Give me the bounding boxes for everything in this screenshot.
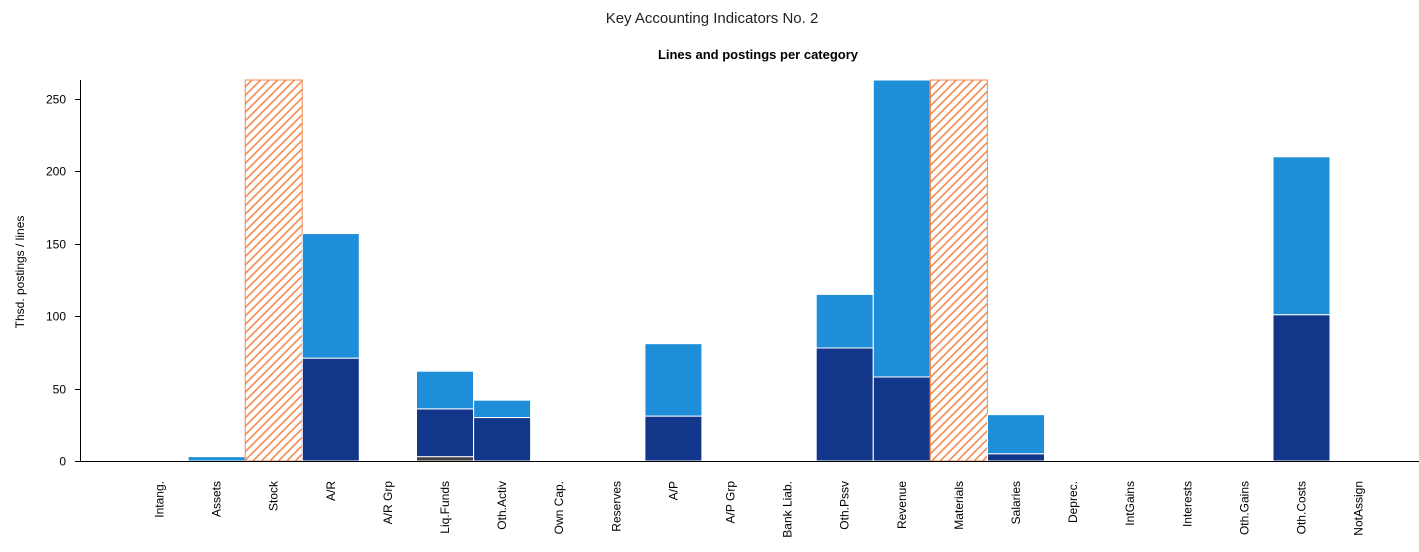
x-category-label: Oth.Gains [1237, 481, 1251, 535]
bar-segment-3 [987, 414, 1045, 455]
x-category-label: Stock [267, 480, 281, 511]
x-category-label: IntGains [1123, 481, 1137, 526]
bar-out-of-range [244, 79, 303, 462]
y-axis-title: Thsd. postings / lines [13, 216, 27, 329]
chart-subtitle: Lines and postings per category [658, 47, 859, 62]
x-category-label: Intang. [153, 481, 167, 518]
x-axis: Intang. Assets Stock A/R A/R Grp Liq.Funds Oth… [153, 480, 1366, 538]
x-category-label: A/P [666, 481, 680, 500]
x-category-label: A/R [324, 481, 338, 501]
y-tick-label: 100 [46, 310, 66, 324]
x-category-label: NotAssign [1352, 481, 1366, 536]
x-category-label: A/R Grp [381, 481, 395, 525]
bar-segment-3 [644, 343, 703, 417]
bar-segment-2 [301, 357, 360, 462]
bar-segment-2 [872, 376, 931, 462]
x-category-label: Revenue [895, 481, 909, 529]
bar-segment-3 [1272, 156, 1331, 316]
x-category-label: A/P Grp [724, 481, 738, 524]
x-category-label: Oth.Pssv [838, 481, 852, 530]
bar-segment-3 [301, 233, 360, 359]
bar-out-of-range [929, 79, 988, 462]
x-category-label: Salaries [1009, 481, 1023, 524]
bar-segment-1 [416, 456, 474, 462]
x-category-label: Deprec. [1066, 481, 1080, 523]
y-tick-label: 50 [53, 383, 67, 397]
y-tick-label: 200 [46, 165, 66, 179]
bar-segment-2 [815, 347, 874, 462]
bar-segment-3 [872, 79, 931, 378]
x-category-label: Reserves [609, 481, 623, 532]
bar-segment-2 [644, 415, 703, 462]
x-category-label: Liq.Funds [438, 481, 452, 534]
bar-segment-2 [1272, 314, 1331, 462]
x-category-label: Oth.Costs [1295, 481, 1309, 534]
x-category-label: Materials [952, 481, 966, 530]
x-category-label: Own Cap. [552, 481, 566, 534]
chart-title: Key Accounting Indicators No. 2 [606, 10, 819, 27]
bar-segment-3 [473, 399, 532, 419]
y-tick-label: 150 [46, 238, 66, 252]
x-category-label: Bank Liab. [781, 481, 795, 538]
bars [187, 79, 1331, 462]
x-category-label: Oth.Activ [495, 481, 509, 530]
y-tick-label: 250 [46, 93, 66, 107]
bar-segment-2 [416, 408, 474, 458]
bar-segment-3 [815, 293, 874, 349]
x-category-label: Assets [210, 481, 224, 517]
bar-segment-2 [987, 453, 1045, 462]
bar-segment-3 [416, 370, 474, 410]
x-category-label: Interests [1180, 481, 1194, 527]
bar-segment-3 [187, 456, 246, 462]
y-axis: 0 50 100 150 200 250 [46, 93, 80, 469]
y-tick-label: 0 [59, 455, 66, 469]
bar-segment-2 [473, 417, 532, 462]
